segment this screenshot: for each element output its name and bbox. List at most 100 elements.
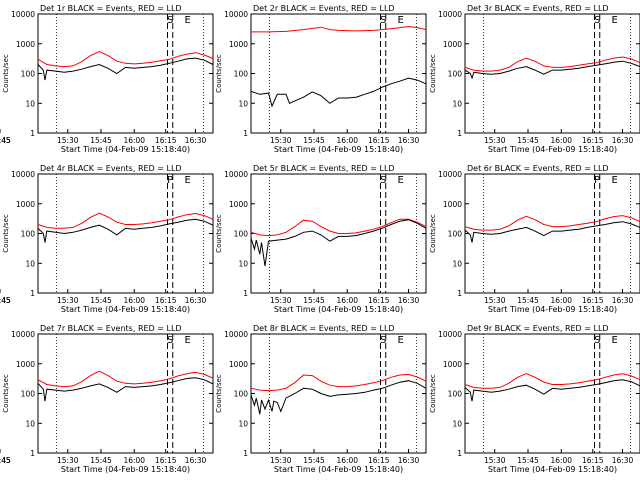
x-tick-label: 16:15 — [155, 136, 177, 145]
x-tick-label: 16:45 — [0, 456, 11, 465]
y-axis-label: Counts/sec — [2, 374, 10, 413]
series-line-lld — [464, 215, 640, 231]
series-line-events — [250, 219, 427, 267]
x-tick-label: 16:15 — [155, 456, 177, 465]
x-tick-label: 15:45 — [90, 296, 112, 305]
marker-label-end: E — [611, 175, 617, 186]
x-tick-label: 15:30 — [270, 456, 292, 465]
marker-label-start: S — [594, 15, 600, 26]
x-axis-label: Start Time (04-Feb-09 15:18:40) — [488, 465, 617, 474]
chart-panel: Det 7r BLACK = Events, RED = LLD 1 10 100 10… — [0, 324, 214, 474]
y-tick-label: 1 — [457, 129, 462, 138]
x-tick-label: 16:15 — [582, 136, 604, 145]
y-tick-label: 10000 — [224, 10, 248, 19]
x-tick-label: 15:45 — [303, 456, 325, 465]
x-tick-label: 16:45 — [0, 456, 11, 465]
x-tick-label: 16:30 — [398, 296, 420, 305]
chart-title: Det 5r BLACK = Events, RED = LLD — [253, 164, 395, 173]
y-axis-label: Counts/sec — [429, 54, 437, 93]
x-tick-label: 16:15 — [155, 296, 177, 305]
chart-title: Det 1r BLACK = Events, RED = LLD — [40, 4, 182, 13]
y-tick-label: 1000 — [16, 200, 35, 209]
y-axis-label: Counts/sec — [215, 214, 223, 253]
marker-label-end: E — [611, 335, 617, 346]
y-tick-label: 10 — [25, 259, 35, 268]
series-line-events — [464, 60, 640, 80]
y-tick-label: 10 — [452, 259, 462, 268]
x-tick-label: 16:00 — [550, 456, 572, 465]
marker-label-start: P — [167, 175, 173, 186]
x-tick-label: 16:00 — [336, 456, 358, 465]
marker-label-end: E — [611, 15, 617, 26]
y-tick-label: 1 — [30, 449, 35, 458]
x-tick-label: 16:45 — [0, 136, 11, 145]
y-tick-label: 100 — [448, 70, 463, 79]
marker-label-start: S — [380, 15, 386, 26]
chart-panel: Det 6r BLACK = Events, RED = LLD 1 10 100 10… — [0, 164, 640, 314]
x-tick-label: 15:30 — [270, 296, 292, 305]
y-axis-label: Counts/sec — [215, 374, 223, 413]
x-tick-label: 16:00 — [123, 136, 145, 145]
marker-label-start: S — [594, 335, 600, 346]
y-axis-label: Counts/sec — [215, 54, 223, 93]
y-tick-label: 1000 — [443, 40, 462, 49]
x-tick-label: 16:15 — [582, 296, 604, 305]
x-tick-label: 16:30 — [612, 296, 634, 305]
x-tick-label: 16:00 — [123, 456, 145, 465]
x-tick-label: 15:45 — [90, 136, 112, 145]
chart-title: Det 4r BLACK = Events, RED = LLD — [40, 164, 182, 173]
y-tick-label: 10 — [238, 99, 248, 108]
x-tick-label: 16:30 — [185, 296, 207, 305]
y-tick-label: 1 — [457, 289, 462, 298]
x-tick-label: 15:45 — [303, 136, 325, 145]
marker-label-end: E — [184, 335, 190, 346]
y-tick-label: 1000 — [229, 40, 248, 49]
x-tick-label: 16:00 — [550, 136, 572, 145]
x-tick-label: 16:45 — [0, 136, 11, 145]
x-tick-label: 16:45 — [0, 296, 11, 305]
x-tick-label: 15:30 — [484, 296, 506, 305]
series-line-events — [37, 57, 214, 81]
y-tick-label: 100 — [21, 70, 36, 79]
x-axis-label: Start Time (04-Feb-09 15:18:40) — [61, 465, 190, 474]
marker-label-start: S — [167, 335, 173, 346]
chart-panel: Det 9r BLACK = Events, RED = LLD 1 10 100 10… — [0, 324, 640, 474]
x-axis-label: Start Time (04-Feb-09 15:18:40) — [488, 145, 617, 154]
series-line-events — [464, 221, 640, 243]
y-tick-label: 10000 — [438, 170, 462, 179]
y-tick-label: 100 — [21, 230, 36, 239]
x-axis-label: Start Time (04-Feb-09 15:18:40) — [61, 145, 190, 154]
y-tick-label: 1 — [30, 289, 35, 298]
chart-panel: Det 4r BLACK = Events, RED = LLD 1 10 100 10… — [0, 164, 214, 314]
plot-frame — [37, 333, 214, 454]
y-tick-label: 1000 — [229, 200, 248, 209]
y-tick-label: 100 — [234, 390, 249, 399]
y-tick-label: 10000 — [11, 330, 35, 339]
x-tick-label: 16:30 — [612, 456, 634, 465]
x-tick-label: 16:00 — [123, 296, 145, 305]
y-axis-label: Counts/sec — [429, 214, 437, 253]
x-axis-label: Start Time (04-Feb-09 15:18:40) — [274, 145, 403, 154]
chart-panel: Det 5r BLACK = Events, RED = LLD 1 10 100 10… — [0, 164, 427, 314]
marker-label-end: E — [397, 15, 403, 26]
x-tick-label: 16:00 — [336, 296, 358, 305]
x-tick-label: 15:30 — [484, 136, 506, 145]
y-tick-label: 10 — [452, 99, 462, 108]
x-tick-label: 16:45 — [0, 456, 11, 465]
y-tick-label: 1 — [457, 449, 462, 458]
y-tick-label: 10 — [452, 419, 462, 428]
x-tick-label: 15:30 — [270, 136, 292, 145]
y-tick-label: 1000 — [16, 40, 35, 49]
marker-label-start: S — [380, 175, 386, 186]
y-tick-label: 1 — [243, 129, 248, 138]
plot-frame — [464, 13, 640, 134]
series-line-lld — [250, 218, 427, 237]
x-tick-label: 15:45 — [517, 456, 539, 465]
x-tick-label: 15:30 — [57, 136, 79, 145]
x-tick-label: 16:30 — [612, 136, 634, 145]
x-tick-label: 15:30 — [57, 456, 79, 465]
x-tick-label: 16:30 — [398, 456, 420, 465]
x-axis-label: Start Time (04-Feb-09 15:18:40) — [488, 305, 617, 314]
